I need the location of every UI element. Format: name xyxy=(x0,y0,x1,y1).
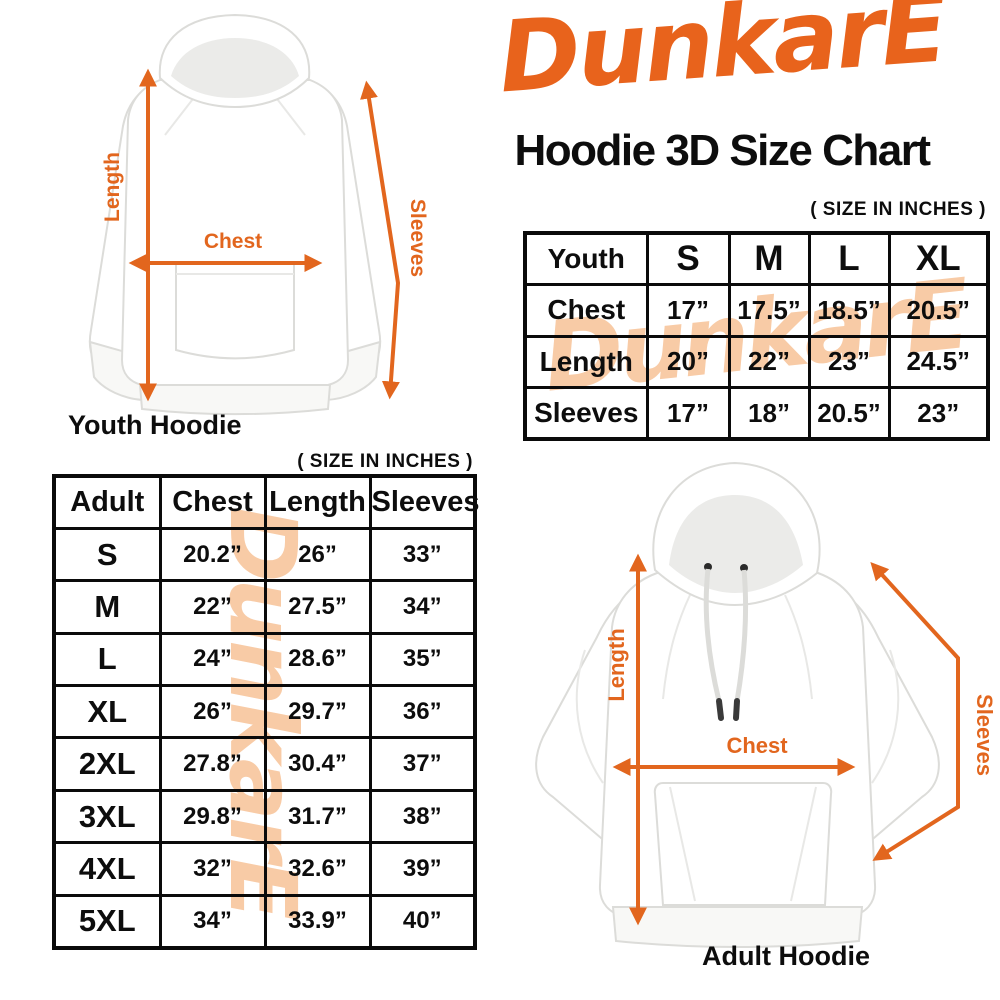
youth-hoodie-caption: Youth Hoodie xyxy=(68,410,242,440)
table-row: L 24” 28.6” 35” xyxy=(52,631,477,688)
row-label: XL xyxy=(52,684,162,740)
row-label: S xyxy=(52,526,162,583)
table-cell: 32” xyxy=(158,841,267,897)
table-cell: 24” xyxy=(158,631,267,688)
youth-length-label: Length xyxy=(101,152,124,222)
table-row: 5XL 34” 33.9” 40” xyxy=(52,893,477,950)
adult-table-header-row: Adult Chest Length Sleeves xyxy=(52,474,480,530)
table-cell: 35” xyxy=(368,631,477,688)
row-label: L xyxy=(52,631,162,688)
table-cell: 23” xyxy=(887,386,990,441)
adult-sleeves-label: Sleeves xyxy=(972,694,997,776)
adult-measure-header: Length xyxy=(263,474,372,530)
table-cell: 26” xyxy=(158,684,267,740)
row-label: Sleeves xyxy=(523,386,649,441)
adult-size-note: ( SIZE IN INCHES ) xyxy=(297,451,473,472)
table-cell: 34” xyxy=(368,579,477,635)
table-row: Sleeves 17” 18” 20.5” 23” xyxy=(523,386,990,441)
row-label: 3XL xyxy=(52,788,162,845)
row-label: Length xyxy=(523,334,649,389)
table-row: Chest 17” 17.5” 18.5” 20.5” xyxy=(523,283,990,338)
aglet-left xyxy=(716,698,724,721)
youth-size-note: ( SIZE IN INCHES ) xyxy=(810,199,986,220)
adult-table-corner-header: Adult xyxy=(52,474,162,530)
adult-hoodie-caption: Adult Hoodie xyxy=(702,941,870,971)
table-row: 4XL 32” 32.6” 39” xyxy=(52,841,477,897)
adult-hoodie-image: Length Chest Sleeves xyxy=(535,461,997,948)
table-row: Length 20” 22” 23” 24.5” xyxy=(523,334,990,389)
table-cell: 17.5” xyxy=(727,283,811,338)
table-cell: 20.5” xyxy=(807,386,891,441)
adult-measure-header: Chest xyxy=(158,474,267,530)
youth-table-corner-header: Youth xyxy=(523,231,649,286)
table-cell: 27.8” xyxy=(158,736,267,792)
youth-size-header: M xyxy=(727,231,811,286)
table-cell: 29.7” xyxy=(263,684,372,740)
table-row: S 20.2” 26” 33” xyxy=(52,526,477,583)
youth-size-header: L xyxy=(807,231,891,286)
youth-sleeves-label: Sleeves xyxy=(406,199,429,277)
adult-hoodie-artwork xyxy=(535,461,940,948)
table-row: 2XL 27.8” 30.4” 37” xyxy=(52,736,477,792)
table-cell: 29.8” xyxy=(158,788,267,845)
table-cell: 31.7” xyxy=(263,788,372,845)
row-label: M xyxy=(52,579,162,635)
youth-table-header-row: Youth S M L XL xyxy=(523,231,990,286)
table-cell: 26” xyxy=(263,526,372,583)
adult-length-label: Length xyxy=(604,628,629,701)
table-cell: 22” xyxy=(158,579,267,635)
youth-hoodie-artwork xyxy=(88,13,382,416)
table-cell: 33” xyxy=(368,526,477,583)
youth-size-table: Youth S M L XL Chest 17” 17.5” 18.5” 20.… xyxy=(523,231,990,441)
table-cell: 27.5” xyxy=(263,579,372,635)
aglet-right xyxy=(733,698,740,721)
youth-measurement-annotations: Length Chest Sleeves xyxy=(101,68,429,402)
table-cell: 28.6” xyxy=(263,631,372,688)
dunkare-logo: DunkarE xyxy=(495,0,949,116)
table-cell: 32.6” xyxy=(263,841,372,897)
table-row: XL 26” 29.7” 36” xyxy=(52,684,477,740)
table-cell: 23” xyxy=(807,334,891,389)
adult-sleeves-arrow xyxy=(870,562,960,861)
table-cell: 18” xyxy=(727,386,811,441)
table-cell: 40” xyxy=(368,893,477,950)
table-cell: 20.5” xyxy=(887,283,990,338)
table-cell: 18.5” xyxy=(807,283,891,338)
table-row: M 22” 27.5” 34” xyxy=(52,579,477,635)
table-cell: 37” xyxy=(368,736,477,792)
table-cell: 33.9” xyxy=(263,893,372,950)
table-cell: 38” xyxy=(368,788,477,845)
youth-size-header: XL xyxy=(887,231,990,286)
table-cell: 17” xyxy=(645,283,731,338)
table-cell: 36” xyxy=(368,684,477,740)
table-cell: 20.2” xyxy=(158,526,267,583)
table-cell: 30.4” xyxy=(263,736,372,792)
youth-chest-label: Chest xyxy=(204,230,262,253)
row-label: 2XL xyxy=(52,736,162,792)
table-cell: 20” xyxy=(645,334,731,389)
table-cell: 24.5” xyxy=(887,334,990,389)
table-cell: 17” xyxy=(645,386,731,441)
youth-sleeves-arrow xyxy=(360,80,401,400)
youth-size-header: S xyxy=(645,231,731,286)
table-cell: 39” xyxy=(368,841,477,897)
row-label: 4XL xyxy=(52,841,162,897)
table-cell: 22” xyxy=(727,334,811,389)
table-row: 3XL 29.8” 31.7” 38” xyxy=(52,788,477,845)
adult-measurement-annotations: Length Chest Sleeves xyxy=(604,553,997,926)
drawstring-left xyxy=(703,568,722,702)
adult-measure-header: Sleeves xyxy=(368,474,480,530)
adult-chest-label: Chest xyxy=(726,733,788,758)
drawstring-right xyxy=(734,569,749,702)
row-label: 5XL xyxy=(52,893,162,950)
page-title: Hoodie 3D Size Chart xyxy=(514,126,931,175)
row-label: Chest xyxy=(523,283,649,338)
youth-hoodie-image: Length Chest Sleeves xyxy=(88,13,429,416)
table-cell: 34” xyxy=(158,893,267,950)
adult-size-table: Adult Chest Length Sleeves S 20.2” 26” 3… xyxy=(52,474,480,950)
